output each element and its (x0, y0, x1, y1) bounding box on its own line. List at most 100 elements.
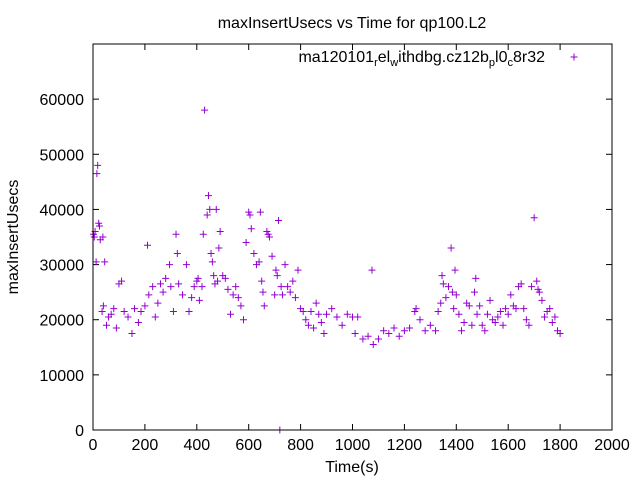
data-point (412, 305, 420, 313)
x-tick-label: 2000 (594, 437, 630, 454)
legend-label-part: 8r32 (513, 49, 545, 66)
data-point (445, 283, 453, 291)
data-point (156, 280, 164, 288)
data-point (421, 327, 429, 335)
data-point (143, 241, 151, 249)
data-point (159, 288, 167, 296)
x-tick-label: 1600 (490, 437, 526, 454)
data-point (284, 283, 292, 291)
data-point (517, 280, 525, 288)
data-point (268, 252, 276, 260)
data-point (460, 318, 468, 326)
data-point (112, 324, 120, 332)
data-point (299, 307, 307, 315)
data-point (240, 316, 248, 324)
data-point (229, 291, 237, 299)
x-tick-label: 200 (132, 437, 159, 454)
data-point (451, 266, 459, 274)
data-point (166, 261, 174, 269)
data-point (212, 205, 220, 213)
data-point (476, 302, 484, 310)
legend-label-subscript: p (489, 57, 495, 69)
data-point (207, 250, 215, 258)
x-tick-label: 800 (287, 437, 314, 454)
data-point (102, 321, 110, 329)
data-point (237, 302, 245, 310)
data-point (291, 294, 299, 302)
x-tick-label: 1400 (439, 437, 475, 454)
data-point (406, 324, 414, 332)
data-point (304, 321, 312, 329)
legend-label-part: l0 (495, 49, 508, 66)
data-point (307, 307, 315, 315)
data-point (450, 305, 458, 313)
data-point (507, 291, 515, 299)
data-point (432, 327, 440, 335)
data-point (134, 318, 142, 326)
data-point (95, 222, 103, 230)
data-point (302, 316, 310, 324)
legend-marker (570, 53, 578, 61)
data-point (323, 310, 331, 318)
data-point (169, 307, 177, 315)
data-point (535, 288, 543, 296)
data-point (312, 299, 320, 307)
data-point (390, 324, 398, 332)
y-tick-label: 50000 (40, 147, 85, 164)
legend: ma120101relwithdbg.cz12bpl0c8r32 (298, 49, 578, 69)
data-point (465, 302, 473, 310)
data-point (502, 305, 510, 313)
y-tick-label: 0 (75, 423, 84, 440)
data-point (481, 327, 489, 335)
data-point (188, 294, 196, 302)
data-point (98, 307, 106, 315)
data-point (195, 296, 203, 304)
data-point (457, 327, 465, 335)
data-point (206, 205, 214, 213)
data-point (141, 302, 149, 310)
data-point (172, 230, 180, 238)
data-point (452, 291, 460, 299)
data-point (185, 307, 193, 315)
data-point (437, 299, 445, 307)
data-point (154, 299, 162, 307)
data-point (530, 214, 538, 222)
y-tick-label: 30000 (40, 258, 85, 275)
data-point (182, 261, 190, 269)
data-point (496, 307, 504, 315)
data-point (338, 321, 346, 329)
data-point (110, 305, 118, 313)
x-tick-label: 600 (235, 437, 262, 454)
data-point (351, 330, 359, 337)
data-point (400, 327, 408, 335)
data-point (208, 258, 216, 266)
data-point (533, 277, 541, 285)
data-point (120, 307, 128, 315)
data-point (364, 332, 372, 340)
data-point (275, 216, 283, 224)
data-point (90, 233, 98, 241)
data-point (199, 230, 207, 238)
data-point (369, 341, 377, 349)
data-point (278, 291, 286, 299)
data-point (504, 310, 512, 318)
data-point (468, 321, 476, 329)
data-point (286, 288, 294, 296)
x-tick-label: 1200 (387, 437, 423, 454)
data-point (470, 288, 478, 296)
chart-title: maxInsertUsecs vs Time for qp100.L2 (218, 15, 487, 32)
data-point (277, 283, 285, 291)
data-point (320, 330, 328, 337)
data-point (92, 258, 100, 266)
data-point (255, 258, 263, 266)
data-point (247, 225, 255, 233)
data-point (486, 296, 494, 304)
data-point (333, 313, 341, 321)
data-point (265, 233, 273, 241)
data-point (368, 266, 376, 274)
data-point (107, 310, 115, 318)
data-point (380, 327, 388, 335)
data-point (203, 211, 211, 219)
